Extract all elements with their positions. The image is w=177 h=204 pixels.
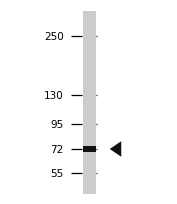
Bar bbox=[83, 12, 96, 194]
Text: 95: 95 bbox=[50, 119, 64, 129]
Polygon shape bbox=[110, 142, 121, 157]
Text: 250: 250 bbox=[44, 32, 64, 42]
Text: 72: 72 bbox=[50, 144, 64, 154]
Bar bbox=[83, 146, 96, 152]
Text: 130: 130 bbox=[44, 91, 64, 101]
Text: 55: 55 bbox=[50, 169, 64, 178]
